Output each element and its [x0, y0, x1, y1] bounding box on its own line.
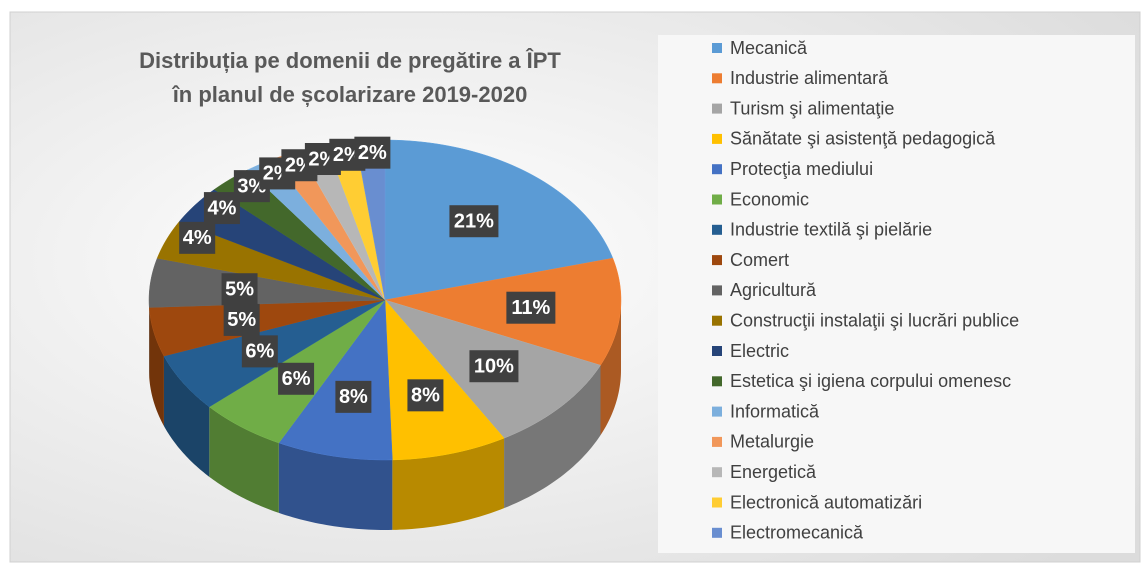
data-label: 10%: [474, 356, 514, 378]
data-label: 2%: [358, 142, 387, 164]
legend-swatch: [712, 195, 722, 205]
legend-swatch: [712, 225, 722, 235]
legend-label: Mecanică: [730, 38, 808, 58]
legend-swatch: [712, 407, 722, 417]
legend-label: Electronică automatizări: [730, 492, 922, 512]
legend-label: Estetica şi igiena corpului omenesc: [730, 371, 1011, 391]
data-label: 4%: [207, 197, 236, 219]
legend-label: Construcţii instalaţii şi lucrări public…: [730, 310, 1019, 330]
legend-label: Protecţia mediului: [730, 159, 873, 179]
chart-title: în planul de școlarizare 2019-2020: [172, 82, 528, 107]
legend-label: Turism şi alimentaţie: [730, 98, 894, 118]
legend-label: Electromecanică: [730, 523, 864, 543]
chart-title: Distribuția pe domenii de pregătire a ÎP…: [139, 48, 561, 73]
legend-swatch: [712, 164, 722, 174]
data-label: 4%: [183, 227, 212, 249]
legend-swatch: [712, 346, 722, 356]
legend-swatch: [712, 134, 722, 144]
legend-label: Metalurgie: [730, 432, 814, 452]
legend-label: Agricultură: [730, 280, 817, 300]
legend-swatch: [712, 467, 722, 477]
data-label: 6%: [245, 341, 274, 363]
legend-label: Energetică: [730, 462, 817, 482]
legend-swatch: [712, 285, 722, 295]
legend-swatch: [712, 316, 722, 326]
legend-swatch: [712, 73, 722, 83]
legend-swatch: [712, 104, 722, 114]
legend-swatch: [712, 255, 722, 265]
legend-swatch: [712, 376, 722, 386]
legend-swatch: [712, 528, 722, 538]
legend-label: Economic: [730, 189, 809, 209]
data-label: 11%: [511, 297, 550, 319]
legend-swatch: [712, 437, 722, 447]
data-label: 8%: [339, 386, 368, 408]
legend-swatch: [712, 43, 722, 53]
legend-label: Industrie alimentară: [730, 68, 889, 88]
data-label: 6%: [282, 368, 311, 390]
data-label: 5%: [227, 309, 256, 331]
legend-label: Informatică: [730, 401, 820, 421]
legend-label: Comert: [730, 250, 789, 270]
legend-label: Industrie textilă şi pielărie: [730, 220, 932, 240]
legend-label: Sănătate şi asistenţă pedagogică: [730, 129, 996, 149]
legend-label: Electric: [730, 341, 789, 361]
data-label: 8%: [411, 385, 440, 407]
data-label: 5%: [225, 279, 254, 301]
data-label: 21%: [454, 211, 494, 233]
legend-swatch: [712, 498, 722, 508]
